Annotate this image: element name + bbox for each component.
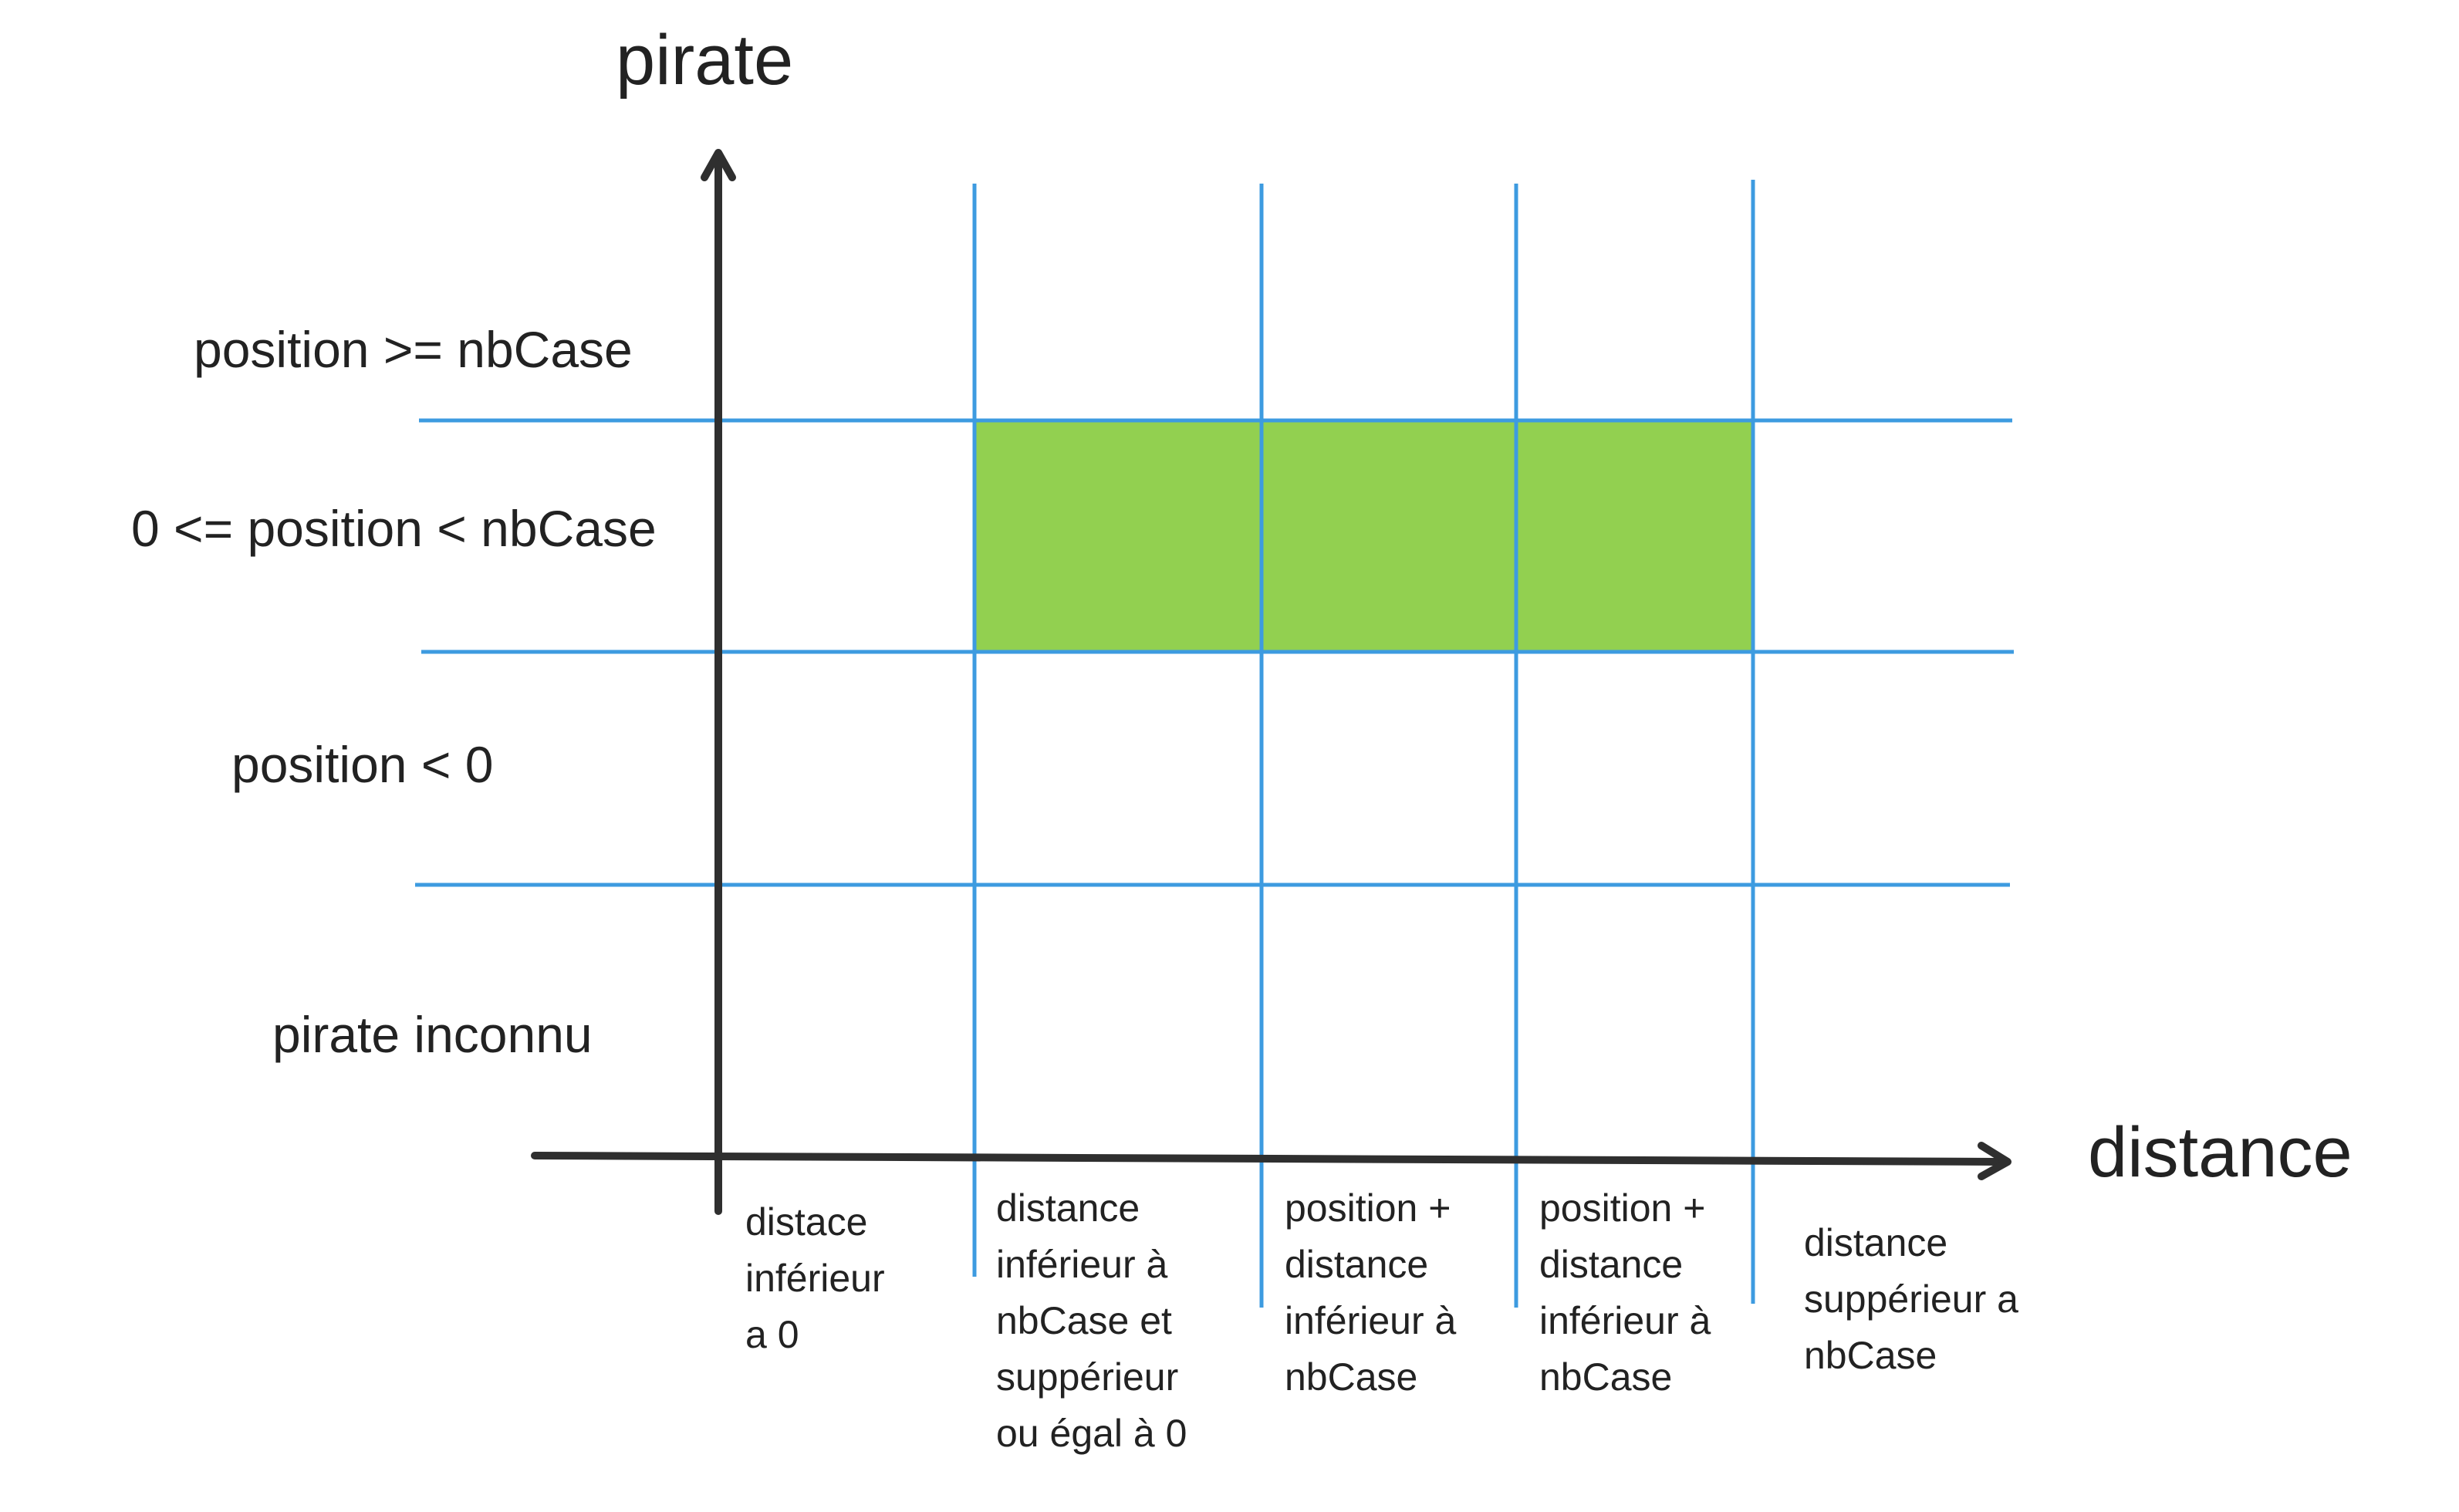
y-axis-arrowhead	[701, 149, 736, 181]
x-axis-title: distance	[2088, 1113, 2353, 1192]
row-label-pirate-unknown: pirate inconnu	[272, 1006, 593, 1063]
row-label-position-ge-nbcase: position >= nbCase	[194, 321, 633, 378]
column-label-distance-negative: distace inférieur a 0	[745, 1200, 885, 1356]
vertical-grid-lines	[972, 180, 1755, 1308]
column-label-distance-above-nbcase: distance suppérieur a nbCase	[1804, 1221, 2018, 1377]
x-axis-arrowhead	[1978, 1142, 2011, 1180]
highlighted-region	[974, 420, 1753, 651]
column-label-distance-in-range: distance inférieur à nbCase et suppérieu…	[996, 1186, 1187, 1455]
y-axis-title: pirate	[616, 21, 794, 100]
axes	[531, 149, 2011, 1215]
column-label-position-plus-distance-2: position + distance inférieur à nbCase	[1539, 1186, 1711, 1399]
column-label-position-plus-distance-1: position + distance inférieur à nbCase	[1285, 1186, 1457, 1399]
x-axis-line	[531, 1152, 2002, 1166]
horizontal-grid-lines	[415, 418, 2014, 887]
row-label-position-negative: position < 0	[231, 736, 494, 793]
row-label-position-in-range: 0 <= position < nbCase	[131, 500, 657, 557]
